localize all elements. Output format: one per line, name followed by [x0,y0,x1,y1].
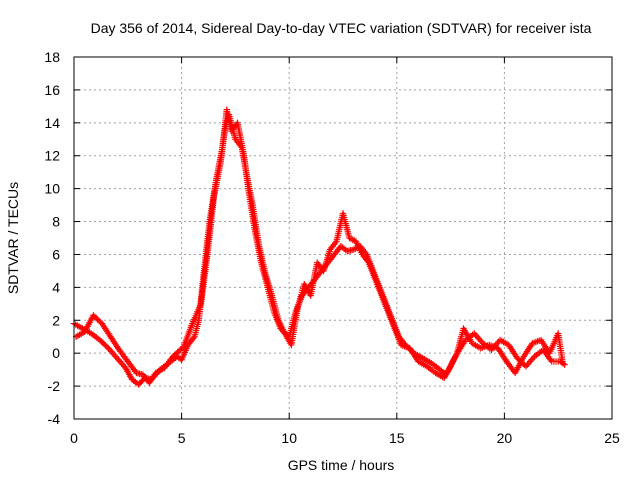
data-point [561,361,568,368]
data-point [102,342,109,349]
y-tick-label: 12 [44,148,60,164]
y-tick-label: 2 [52,312,60,328]
chart-title: Day 356 of 2014, Sidereal Day-to-day VTE… [91,20,592,36]
data-point [93,314,100,322]
y-tick-labels: -4 -2 0 2 4 6 8 10 12 14 16 18 [44,49,60,427]
plot-points [70,106,568,388]
x-tick-label: 0 [70,430,78,446]
y-tick-label: 10 [44,181,60,197]
data-point [91,313,99,320]
y-tick-label: -4 [48,411,61,427]
y-tick-label: 16 [44,82,60,98]
x-axis-label: GPS time / hours [288,457,395,473]
y-tick-label: 18 [44,49,60,65]
data-point [99,339,106,346]
data-point [559,358,566,365]
x-tick-label: 25 [604,430,620,446]
data-point [98,338,105,345]
y-axis-label: SDTVAR / TECUs [5,182,21,294]
x-tick-label: 15 [389,430,405,446]
y-tick-label: 6 [52,246,60,262]
data-point [103,343,111,351]
data-point [94,316,101,323]
data-point [90,312,97,319]
data-point [514,354,521,362]
data-point [100,340,108,348]
axis-ticks [73,56,613,420]
x-tick-label: 10 [281,430,297,446]
x-tick-labels: 0 5 10 15 20 25 [70,430,620,446]
data-point [96,336,104,344]
y-tick-label: 8 [52,214,60,230]
x-tick-label: 5 [178,430,186,446]
y-tick-label: 14 [44,115,60,131]
x-tick-label: 20 [497,430,513,446]
data-point [95,317,103,325]
plot-frame [73,56,613,420]
y-tick-label: 0 [52,345,60,361]
y-tick-label: -2 [48,378,61,394]
y-tick-label: 4 [52,279,60,295]
